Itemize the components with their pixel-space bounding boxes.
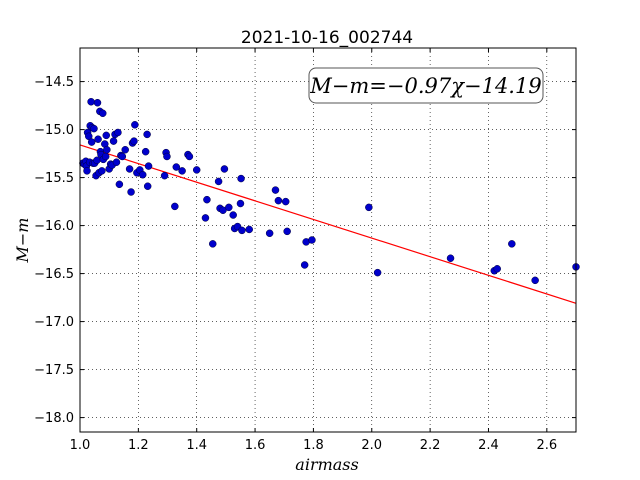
data-point	[493, 265, 501, 273]
data-point	[121, 146, 129, 154]
data-point	[265, 229, 274, 238]
data-point	[103, 146, 111, 154]
data-point	[236, 199, 245, 208]
x-tick-label: 1.6	[245, 438, 266, 453]
y-tick-label: −16.0	[34, 219, 74, 234]
y-tick-label: −17.5	[34, 363, 74, 378]
data-point	[220, 165, 229, 173]
data-point	[508, 240, 516, 248]
y-tick-label: −15.5	[34, 171, 74, 186]
data-point	[160, 171, 169, 180]
data-point	[93, 98, 102, 107]
data-point	[237, 174, 245, 183]
data-point	[365, 203, 373, 212]
data-point	[185, 152, 194, 161]
data-point	[87, 98, 95, 106]
data-point	[271, 186, 280, 194]
data-point	[112, 158, 121, 166]
fit-equation-text: M−m=−0.97χ−14.19	[309, 74, 541, 98]
data-point	[127, 188, 135, 196]
data-point	[238, 226, 246, 235]
data-point	[373, 268, 382, 277]
x-tick-label: 2.6	[536, 438, 557, 453]
data-point	[115, 180, 124, 189]
chart-title: 2021-10-16_002744	[241, 28, 413, 48]
grid-lines	[79, 48, 576, 432]
x-tick-label: 1.4	[186, 438, 207, 453]
fit-equation-box: M−m=−0.97χ−14.19	[308, 67, 544, 104]
x-tick-label: 1.2	[128, 438, 149, 453]
data-point	[138, 170, 147, 179]
data-point	[171, 202, 179, 211]
data-point	[245, 225, 253, 234]
data-point	[308, 236, 316, 244]
data-point	[98, 167, 106, 175]
data-point	[283, 227, 291, 236]
data-point	[109, 137, 118, 145]
data-point	[94, 135, 102, 143]
data-point	[300, 261, 309, 269]
data-point	[214, 177, 223, 186]
y-tick-label: −16.5	[34, 267, 74, 282]
data-point	[178, 167, 186, 175]
data-point	[163, 152, 171, 161]
data-point	[143, 182, 152, 190]
data-point	[125, 165, 134, 173]
data-point	[225, 203, 233, 212]
fit-line-layer	[79, 144, 577, 304]
data-point	[209, 240, 217, 248]
fit-line	[79, 144, 577, 304]
data-point	[102, 131, 111, 140]
y-tick-label: −15.0	[34, 123, 74, 138]
axis-ticks: 1.0 1.2 1.4 1.6 1.8 2.0 2.2 2.4 2.6 −14.5 −15.0 −15…	[34, 48, 576, 453]
data-point	[229, 211, 237, 219]
x-axis-label: airmass	[295, 455, 358, 474]
x-tick-label: 1.0	[70, 438, 91, 453]
x-tick-label: 2.4	[478, 438, 499, 453]
x-tick-label: 2.0	[361, 438, 382, 453]
data-point	[172, 163, 181, 171]
data-point	[114, 128, 122, 137]
data-point	[87, 138, 96, 146]
data-point	[192, 166, 201, 174]
data-point	[201, 214, 210, 222]
data-point	[130, 137, 138, 145]
data-point	[144, 162, 153, 170]
y-tick-label: −17.0	[34, 315, 74, 330]
data-point	[90, 124, 98, 133]
data-point	[118, 152, 127, 161]
data-point	[101, 152, 110, 161]
data-point	[99, 109, 107, 118]
data-point	[203, 195, 211, 204]
data-point	[83, 167, 91, 175]
y-axis-label: M−m	[13, 218, 32, 264]
data-point	[141, 147, 150, 156]
data-point	[274, 196, 283, 205]
plot-frame	[79, 47, 577, 433]
x-tick-label: 2.2	[420, 438, 441, 453]
data-point	[446, 254, 455, 262]
data-point	[281, 197, 290, 206]
data-points	[79, 98, 580, 285]
data-point	[143, 130, 151, 139]
x-tick-label: 1.8	[303, 438, 324, 453]
y-tick-label: −18.0	[34, 411, 74, 426]
y-tick-label: −14.5	[34, 75, 74, 90]
data-point	[131, 121, 139, 129]
data-point	[531, 276, 539, 285]
fit-equation-frame	[308, 67, 544, 104]
